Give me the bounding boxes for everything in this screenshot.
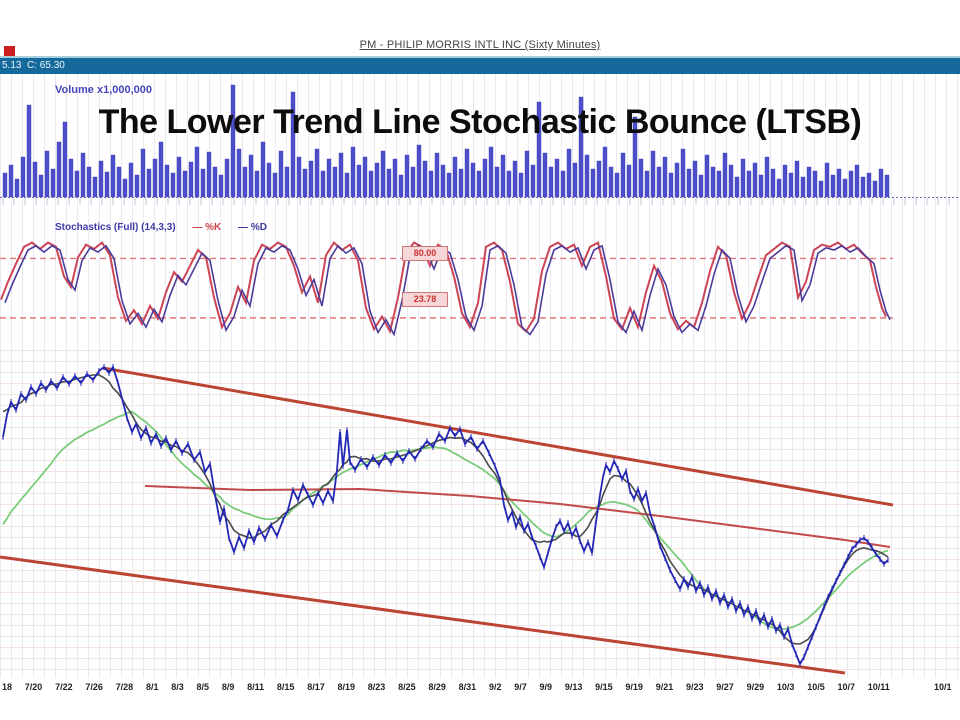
level-box: 23.78 <box>402 292 448 307</box>
x-axis-label: 9/23 <box>686 682 704 692</box>
x-axis-label: 9/7 <box>514 682 527 692</box>
x-axis-label: 9/21 <box>655 682 674 692</box>
x-axis-label: 8/31 <box>458 682 477 692</box>
x-axis-label: 8/25 <box>398 682 416 692</box>
x-axis: 18 7/20 7/22 7/26 7/28 8/1 8/3 8/5 8/9 8/11 8/15 8/… <box>2 682 890 692</box>
x-axis-label: 8/1 <box>145 682 159 692</box>
x-axis-label: 9/9 <box>539 682 553 692</box>
x-axis-label: 8/11 <box>247 682 265 692</box>
x-axis-label: 8/9 <box>221 682 235 692</box>
x-axis-label: 7/22 <box>55 682 73 692</box>
x-axis-label: 10/11 <box>867 682 890 692</box>
legend-k-dash-icon: — <box>192 222 203 233</box>
level-box: 80.00 <box>402 246 448 261</box>
volume-label: Volume x1,000,000 <box>55 84 153 96</box>
legend-k-label: %K <box>205 222 222 233</box>
quote-values: 5.13 C: 65.30 <box>2 60 65 71</box>
x-axis-label: 9/2 <box>488 682 502 692</box>
x-axis-label: 10/7 <box>837 682 856 692</box>
x-axis-label: 8/5 <box>196 682 210 692</box>
x-axis-label: 9/15 <box>595 682 613 692</box>
x-axis-label-far-right: 10/1 <box>934 682 952 692</box>
x-axis-label: 8/17 <box>307 682 325 692</box>
x-axis-label: 10/5 <box>807 682 825 692</box>
x-axis-label: 18 <box>2 682 13 692</box>
legend-d-dash-icon: — <box>238 222 249 233</box>
stochastics-label: Stochastics (Full) (14,3,3) <box>55 222 176 233</box>
x-axis-label: 8/3 <box>171 682 184 692</box>
x-axis-label: 9/29 <box>746 682 765 692</box>
x-axis-label: 7/28 <box>115 682 134 692</box>
quote-bar: 5.13 C: 65.30 <box>0 56 960 74</box>
record-indicator-icon <box>4 46 15 56</box>
chart-symbol-title: PM - PHILIP MORRIS INTL INC (Sixty Minut… <box>359 39 601 51</box>
x-axis-label: 8/29 <box>428 682 446 692</box>
volume-axis <box>0 197 960 205</box>
x-axis-label: 8/19 <box>337 682 356 692</box>
x-axis-label: 7/26 <box>85 682 103 692</box>
x-axis-label: 8/23 <box>367 682 386 692</box>
x-axis-label: 10/3 <box>776 682 795 692</box>
legend-d-label: %D <box>250 222 267 233</box>
x-axis-label: 9/19 <box>625 682 643 692</box>
x-axis-label: 9/27 <box>716 682 734 692</box>
volume-bars <box>2 84 890 198</box>
x-axis-label: 8/15 <box>276 682 295 692</box>
price-series <box>0 364 894 675</box>
page-title: The Lower Trend Line Stochastic Bounce (… <box>98 103 862 141</box>
stochastics-header: Stochastics (Full) (14,3,3) — %K — %D <box>55 222 267 233</box>
x-axis-label: 7/20 <box>24 682 43 692</box>
x-axis-label: 9/13 <box>564 682 583 692</box>
